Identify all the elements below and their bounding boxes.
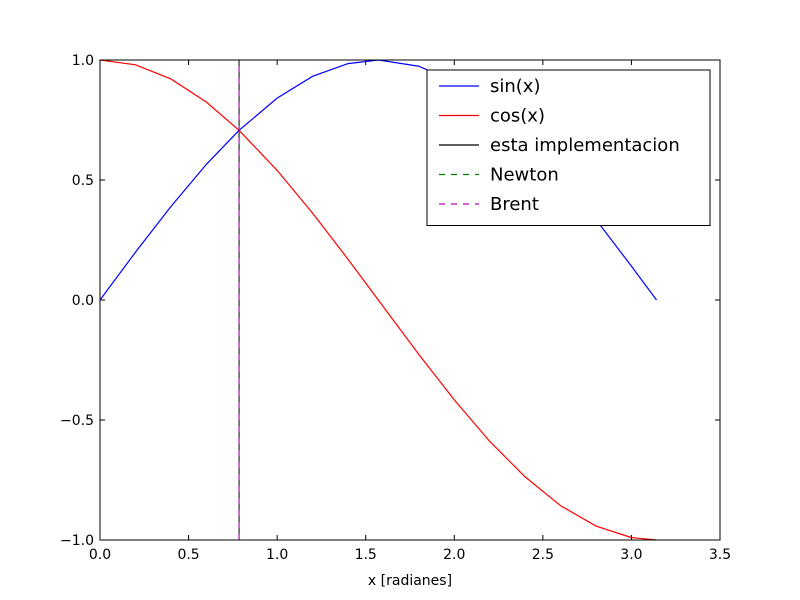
x-tick-label: 2.0 [443, 547, 465, 563]
x-axis-label: x [radianes] [368, 573, 452, 589]
y-tick-label: −1.0 [60, 533, 94, 549]
y-tick-label: 0.0 [72, 293, 94, 309]
legend-label-brent: Brent [490, 194, 539, 215]
x-tick-label: 3.5 [709, 547, 731, 563]
x-tick-label: 2.5 [532, 547, 554, 563]
legend-label-sin-x: sin(x) [490, 76, 540, 97]
legend: sin(x) cos(x) esta implementacion Newton Bre… [426, 69, 711, 226]
y-tick-label: 0.5 [72, 173, 94, 189]
x-tick-label: 0.0 [89, 547, 111, 563]
y-tick-label: 1.0 [72, 53, 94, 69]
y-tick-label: −0.5 [60, 413, 94, 429]
x-tick-label: 1.5 [355, 547, 377, 563]
plot-frame [99, 59, 721, 541]
legend-label-cos-x: cos(x) [490, 106, 545, 127]
x-tick-label: 3.0 [620, 547, 642, 563]
series-line-cos-x [99, 59, 657, 541]
x-tick-label: 1.0 [266, 547, 288, 563]
legend-label-newton: Newton [490, 165, 559, 186]
legend-label-esta-implementacion: esta implementacion [490, 135, 680, 156]
x-tick-label: 0.5 [177, 547, 199, 563]
legend-box [426, 69, 711, 226]
ticks-layer: 0.0 0.5 1.0 1.5 2.0 2.5 3.0 3.5 −1.0 −0.5 0.0 0.5 1.… [60, 53, 731, 563]
